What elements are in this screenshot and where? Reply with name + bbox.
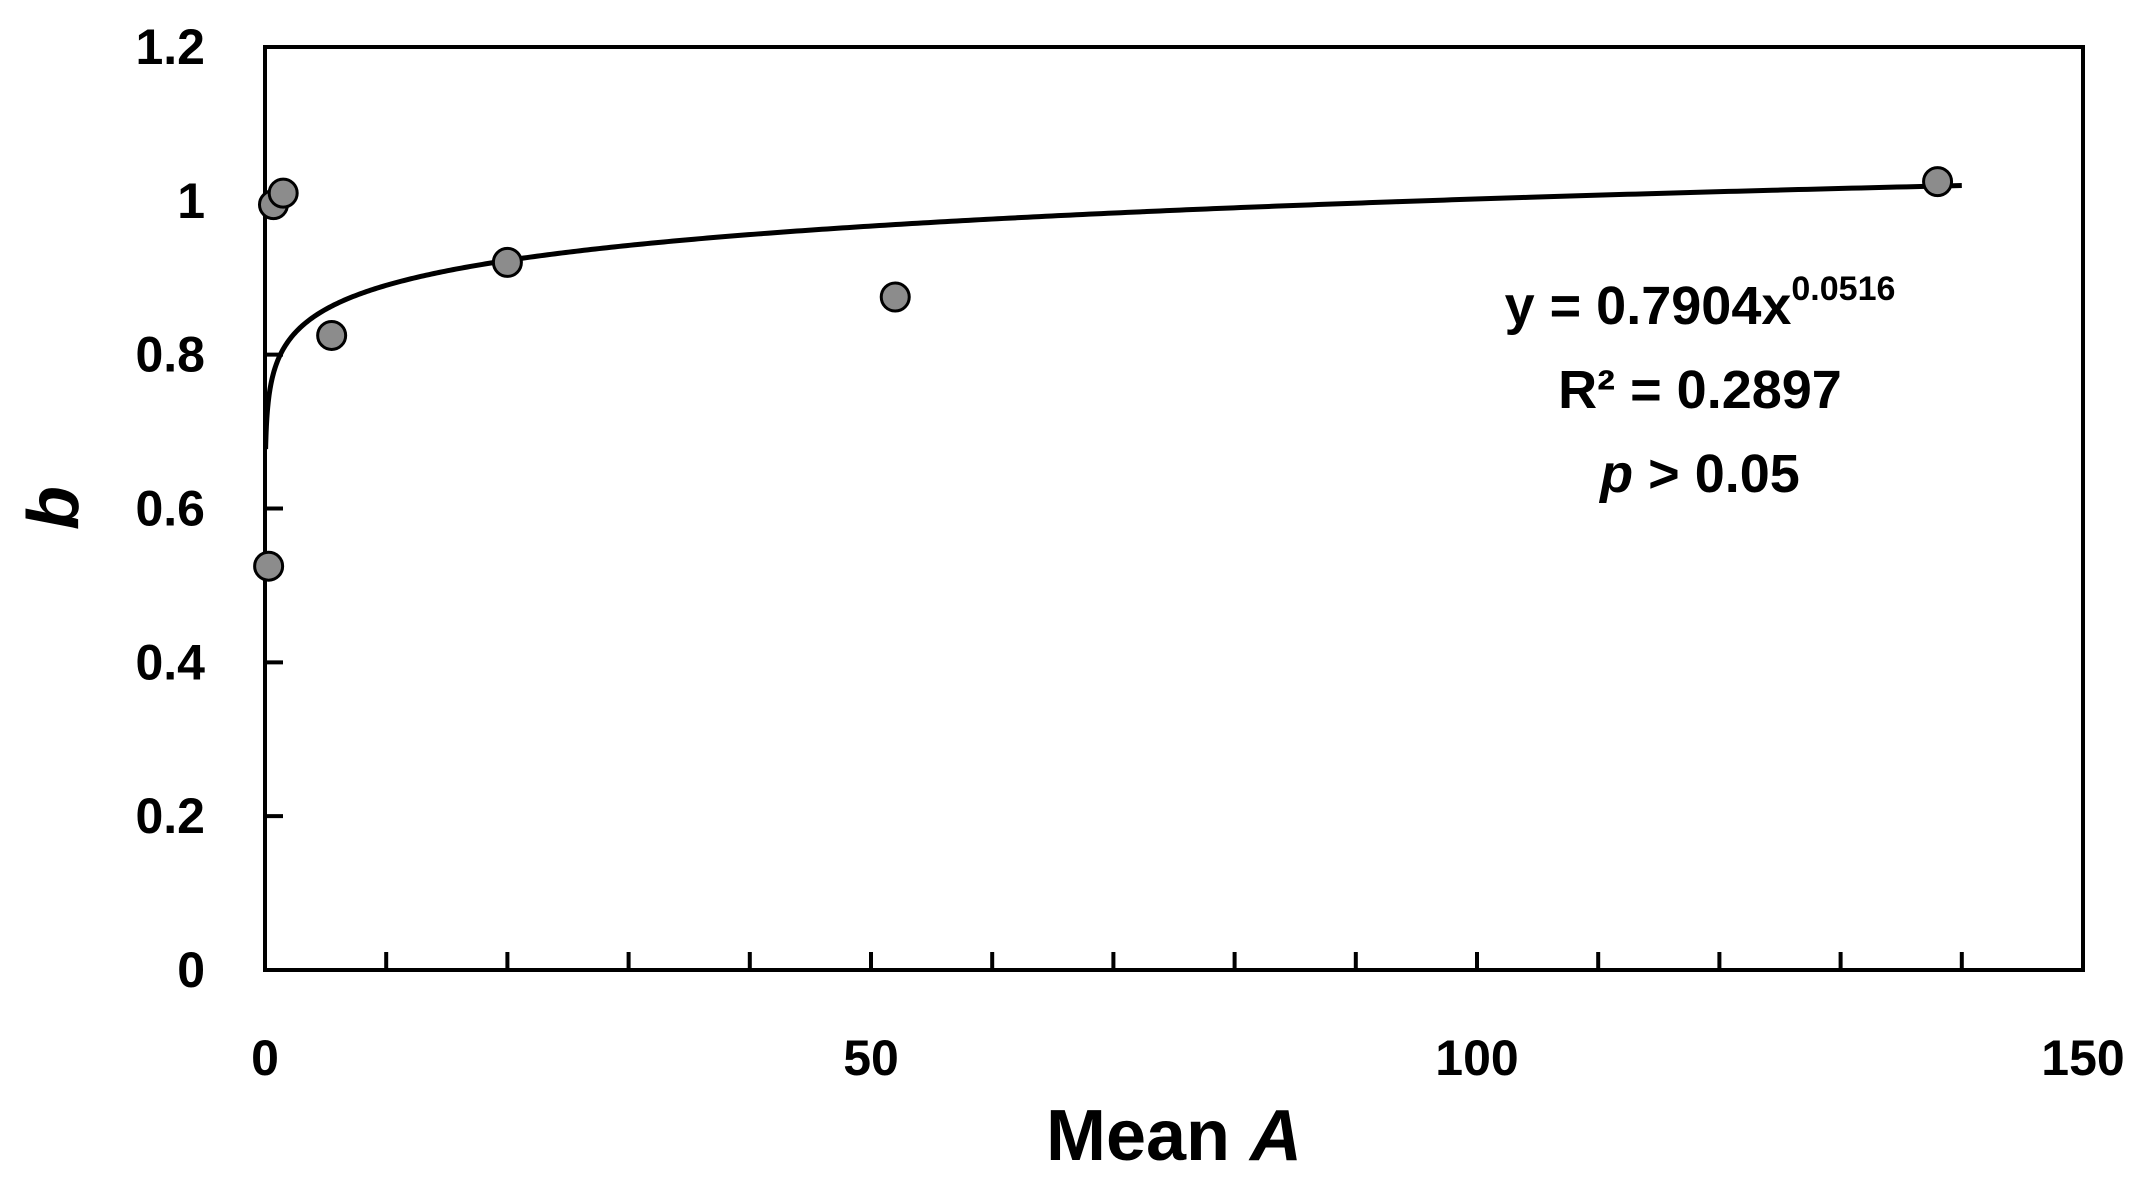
x-tick-label: 50 bbox=[843, 1030, 899, 1086]
x-tick-label: 0 bbox=[251, 1030, 279, 1086]
x-axis-ticks bbox=[263, 952, 2085, 970]
p-value-annotation: p > 0.05 bbox=[1598, 444, 1800, 504]
x-axis-tick-labels: 0 50 100 150 bbox=[251, 1030, 2125, 1086]
r-squared-annotation: R² = 0.2897 bbox=[1558, 360, 1842, 420]
y-tick-label: 0.8 bbox=[135, 327, 205, 383]
y-tick-label: 0.4 bbox=[135, 634, 205, 690]
x-tick-label: 150 bbox=[2041, 1030, 2124, 1086]
y-axis-title: b bbox=[14, 486, 94, 530]
data-point bbox=[267, 177, 299, 209]
data-point bbox=[879, 281, 911, 313]
data-point bbox=[1922, 166, 1954, 198]
data-point bbox=[253, 550, 285, 582]
y-tick-label: 0.6 bbox=[135, 481, 205, 537]
data-point bbox=[316, 319, 348, 351]
data-point bbox=[491, 246, 523, 278]
y-tick-label: 1 bbox=[177, 173, 205, 229]
y-tick-label: 1.2 bbox=[135, 19, 205, 75]
y-tick-label: 0 bbox=[177, 942, 205, 998]
power-trendline bbox=[263, 182, 1962, 450]
data-points bbox=[253, 166, 1954, 582]
y-axis-tick-labels: 0 0.2 0.4 0.6 0.8 1 1.2 bbox=[135, 19, 205, 998]
y-tick-label: 0.2 bbox=[135, 788, 205, 844]
x-tick-label: 100 bbox=[1435, 1030, 1518, 1086]
equation-annotation: y = 0.7904x0.0516 bbox=[1505, 270, 1896, 336]
x-axis-title: Mean A bbox=[1046, 1096, 1302, 1176]
